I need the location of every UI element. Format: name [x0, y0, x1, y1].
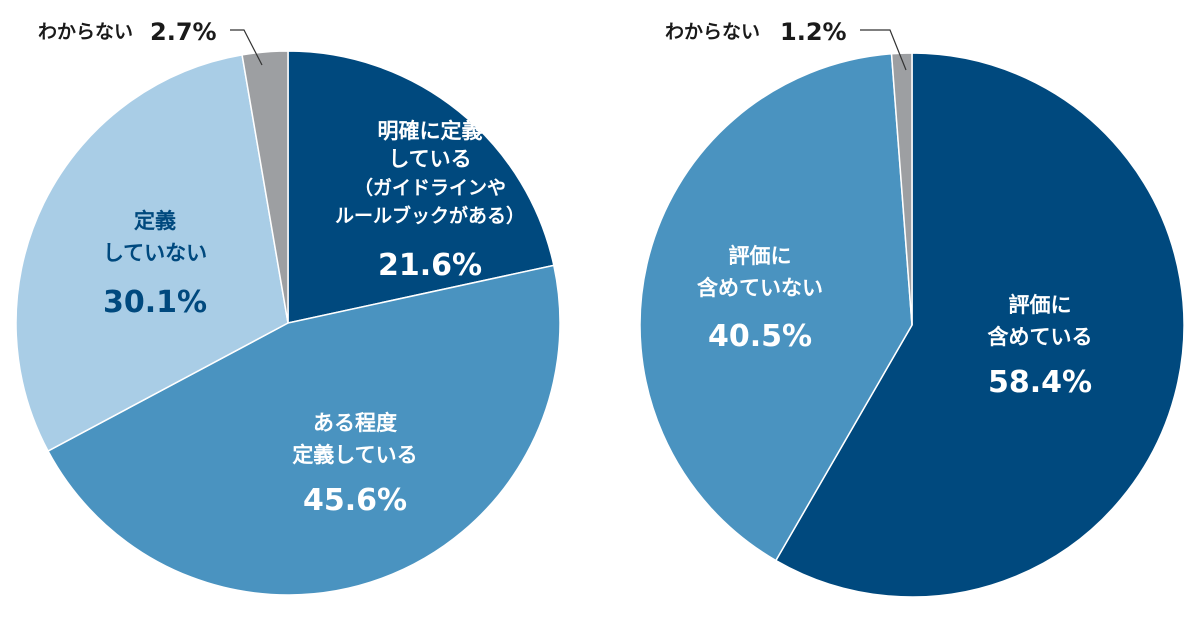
pie-slice-1-0 — [774, 52, 1185, 598]
slice-value-1-2: 1.2% — [780, 18, 847, 46]
leader-line-1 — [860, 29, 907, 71]
slice-label-0-3-line-0: わからない — [38, 21, 133, 43]
pie-slice-0-0 — [287, 50, 555, 324]
slice-label-0-0-line-0: 明確に定義 — [378, 119, 483, 143]
slice-label-1-1-line-0: 評価に — [729, 244, 792, 268]
slice-label-0-0-line-1: している — [388, 147, 471, 171]
slice-value-0-3: 2.7% — [150, 18, 217, 46]
slice-label-1-1-line-1: 含めていない — [697, 276, 823, 300]
slice-label-0-1-line-1: 定義している — [292, 443, 417, 467]
slice-label-0-0-line-3: ルールブックがある） — [335, 204, 525, 227]
slice-value-0-2: 30.1% — [103, 285, 207, 320]
slice-label-0-2-line-0: 定義 — [134, 209, 176, 233]
pie-slice-1-2 — [890, 52, 913, 326]
slice-label-0-1-line-0: ある程度 — [313, 411, 397, 435]
slice-label-1-0-line-1: 含めている — [988, 325, 1093, 349]
slice-value-0-1: 45.6% — [303, 483, 407, 518]
slice-label-0-0-line-2: （ガイドラインや — [354, 176, 506, 199]
slice-value-1-0: 58.4% — [988, 365, 1092, 400]
pie-chart-definition: 明確に定義している（ガイドラインやルールブックがある）21.6%ある程度定義して… — [15, 18, 561, 596]
pie-slice-0-3 — [241, 50, 289, 324]
slice-label-1-0-line-0: 評価に — [1009, 293, 1072, 317]
slice-value-1-1: 40.5% — [708, 319, 812, 354]
leader-line-0 — [230, 29, 263, 66]
slice-value-0-0: 21.6% — [378, 248, 482, 283]
pie-slice-1-1 — [639, 52, 913, 562]
slice-label-0-2-line-1: していない — [103, 241, 207, 265]
slice-label-1-2-line-0: わからない — [665, 21, 760, 43]
pie-slice-0-2 — [15, 54, 289, 453]
pie-slice-0-1 — [47, 264, 561, 596]
